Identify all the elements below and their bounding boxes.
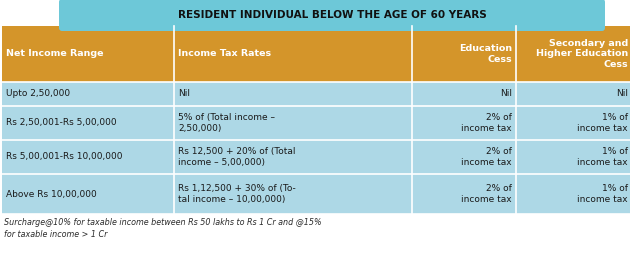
Text: Nil: Nil [178,89,190,99]
FancyBboxPatch shape [59,0,605,31]
Text: 2% of
income tax: 2% of income tax [461,147,512,167]
Bar [2,174,630,214]
Text: Net Income Range: Net Income Range [6,49,103,58]
Text: 2% of
income tax: 2% of income tax [461,113,512,133]
Text: 1% of
income tax: 1% of income tax [577,147,628,167]
Text: RESIDENT INDIVIDUAL BELOW THE AGE OF 60 YEARS: RESIDENT INDIVIDUAL BELOW THE AGE OF 60 … [178,10,486,20]
Text: Secondary and
Higher Education
Cess: Secondary and Higher Education Cess [536,39,628,69]
Text: 1% of
income tax: 1% of income tax [577,184,628,204]
Bar [2,106,630,140]
Text: Rs 2,50,001-Rs 5,00,000: Rs 2,50,001-Rs 5,00,000 [6,119,117,127]
Text: Education
Cess: Education Cess [459,44,512,64]
Text: Surcharge@10% for taxable income between Rs 50 lakhs to Rs 1 Cr and @15%
for tax: Surcharge@10% for taxable income between… [4,218,322,239]
Bar [2,26,630,82]
Text: Nil: Nil [500,89,512,99]
Text: 2% of
income tax: 2% of income tax [461,184,512,204]
Text: Rs 1,12,500 + 30% of (To-
tal income – 10,00,000): Rs 1,12,500 + 30% of (To- tal income – 1… [178,184,295,204]
Bar [2,140,630,174]
Text: Rs 12,500 + 20% of (Total
income – 5,00,000): Rs 12,500 + 20% of (Total income – 5,00,… [178,147,295,167]
Text: Upto 2,50,000: Upto 2,50,000 [6,89,70,99]
Text: Income Tax Rates: Income Tax Rates [178,49,271,58]
Text: Above Rs 10,00,000: Above Rs 10,00,000 [6,190,97,198]
Text: Nil: Nil [616,89,628,99]
Bar [2,82,630,106]
Text: 1% of
income tax: 1% of income tax [577,113,628,133]
Text: 5% of (Total income –
2,50,000): 5% of (Total income – 2,50,000) [178,113,275,133]
Text: Rs 5,00,001-Rs 10,00,000: Rs 5,00,001-Rs 10,00,000 [6,153,122,161]
